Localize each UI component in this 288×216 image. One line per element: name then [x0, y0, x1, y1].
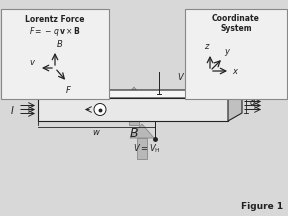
Text: $d$: $d$ — [249, 96, 256, 107]
Text: Lorentz Force: Lorentz Force — [25, 15, 85, 24]
Polygon shape — [38, 90, 242, 98]
Text: Figure 1: Figure 1 — [241, 202, 283, 211]
Polygon shape — [122, 87, 146, 102]
Text: System: System — [220, 24, 252, 33]
Bar — [137, 138, 147, 159]
FancyBboxPatch shape — [185, 9, 287, 99]
Polygon shape — [38, 98, 228, 121]
Polygon shape — [130, 124, 154, 138]
FancyBboxPatch shape — [1, 9, 109, 99]
Text: $v$: $v$ — [29, 58, 36, 67]
Text: $w$: $w$ — [92, 128, 101, 137]
Text: $B$: $B$ — [56, 38, 63, 49]
Text: z: z — [204, 42, 208, 51]
Text: $F = -\,q\,\mathbf{v} \times \mathbf{B}$: $F = -\,q\,\mathbf{v} \times \mathbf{B}$ — [29, 25, 81, 38]
Polygon shape — [228, 90, 242, 121]
Text: $I$: $I$ — [10, 103, 15, 116]
Text: x: x — [232, 67, 237, 76]
Text: y: y — [224, 47, 229, 56]
Text: $B$: $B$ — [129, 127, 139, 140]
Text: $F$: $F$ — [65, 84, 71, 95]
Text: $V = V_{\rm H}$: $V = V_{\rm H}$ — [133, 143, 161, 155]
Text: $V = 0$: $V = 0$ — [177, 70, 200, 81]
Circle shape — [94, 103, 106, 116]
Text: Coordinate: Coordinate — [212, 14, 260, 23]
Bar — [129, 102, 139, 125]
